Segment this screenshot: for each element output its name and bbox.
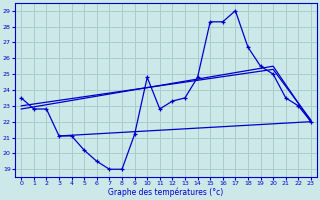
X-axis label: Graphe des températures (°c): Graphe des températures (°c) <box>108 188 224 197</box>
